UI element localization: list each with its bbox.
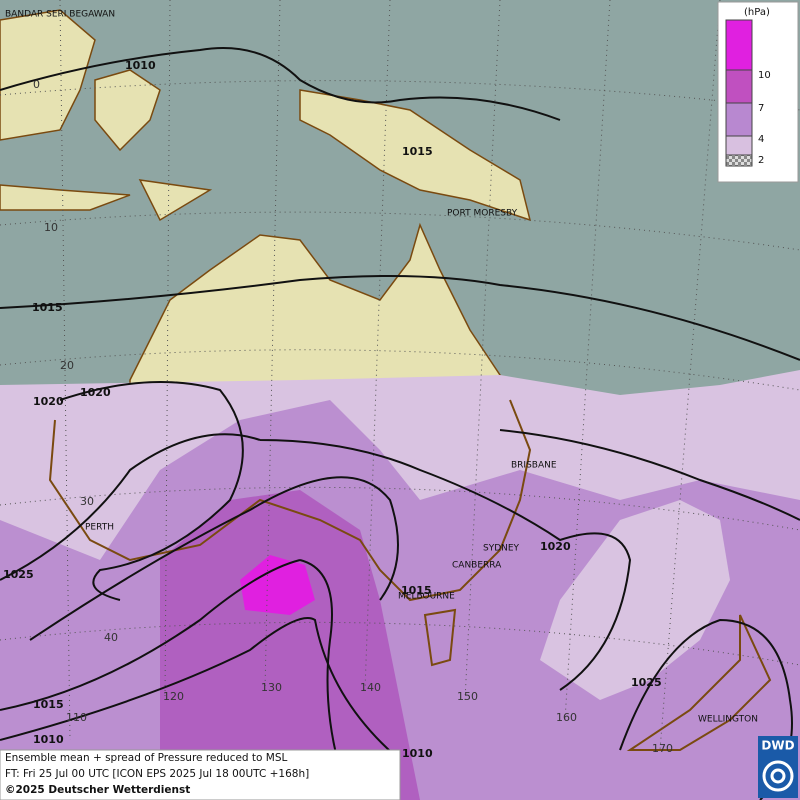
city-label: PORT MORESBY (447, 209, 518, 219)
city-label: SYDNEY (483, 544, 520, 554)
grid-label: 150 (457, 690, 478, 703)
coastline (423, 608, 457, 667)
grid-label: 110 (66, 711, 87, 724)
logo-swirl (770, 768, 786, 784)
grid-label: 20 (60, 359, 74, 372)
grid-label: 120 (163, 690, 184, 703)
logo-swirl (762, 760, 794, 792)
isobar-label: 1020 (80, 386, 111, 399)
logo-text: DWD (761, 739, 794, 753)
isobar-label: 1010 (402, 747, 433, 760)
caption-line: Ensemble mean + spread of Pressure reduc… (5, 752, 288, 764)
caption-box (0, 749, 401, 800)
isobar-label: 1015 (33, 698, 64, 711)
land (0, 9, 532, 391)
isobar-label: 1015 (402, 145, 433, 158)
city-label: WELLINGTON (698, 715, 758, 725)
coastline (626, 614, 772, 751)
isobar-label: 1025 (631, 676, 662, 689)
isobar-label: 1025 (3, 568, 34, 581)
isobar-label: 1015 (401, 584, 432, 597)
legend-tick-label: 7 (758, 103, 764, 114)
grid-label: 160 (556, 711, 577, 724)
legend-tick-label: 10 (758, 70, 771, 81)
grid-label: 140 (360, 681, 381, 694)
graticule (0, 0, 800, 751)
city-label: CANBERRA (452, 561, 502, 571)
legend-unit: (hPa) (744, 7, 770, 18)
grid-label: 30 (80, 495, 94, 508)
grid-label: 0 (33, 78, 40, 91)
grid-label: 170 (652, 742, 673, 755)
isobar-label: 1020 (540, 540, 571, 553)
isobar-label: 1010 (33, 733, 64, 746)
coastline (48, 399, 532, 602)
grid-label: 130 (261, 681, 282, 694)
legend-tick-label: 2 (758, 155, 764, 166)
city-label: MELBOURNE (398, 592, 455, 602)
city-label: PERTH (85, 523, 114, 533)
copyright: ©2025 Deutscher Wetterdienst (5, 784, 190, 796)
isobar-label: 1015 (32, 301, 63, 314)
grid-label: 10 (44, 221, 58, 234)
legend-tick-label: 4 (758, 134, 764, 145)
city-label: BRISBANE (511, 461, 557, 471)
spread-shading (0, 370, 800, 800)
logo (758, 736, 798, 798)
isobar-label: 1020 (33, 395, 64, 408)
city-label: BANDAR SERI BEGAWAN (5, 10, 115, 20)
legend-swatches (725, 19, 753, 167)
caption-line: FT: Fri 25 Jul 00 UTC [ICON EPS 2025 Jul… (5, 768, 309, 780)
isobar-label: 1010 (125, 59, 156, 72)
grid-label: 40 (104, 631, 118, 644)
